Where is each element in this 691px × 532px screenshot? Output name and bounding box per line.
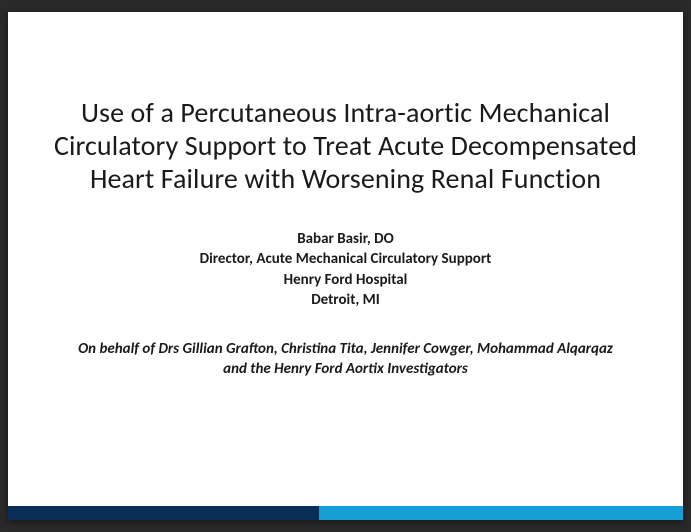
behalf-line-1: On behalf of Drs Gillian Grafton, Christ… — [78, 340, 613, 360]
accent-bar-right — [319, 506, 684, 520]
presenter-location: Detroit, MI — [200, 290, 492, 310]
accent-bar-left — [8, 506, 319, 520]
presenter-role: Director, Acute Mechanical Circulatory S… — [200, 249, 492, 269]
presenter-name: Babar Basir, DO — [200, 229, 492, 249]
presenter-block: Babar Basir, DO Director, Acute Mechanic… — [200, 229, 492, 310]
title-line-1: Use of a Percutaneous Intra-aortic Mecha… — [16, 96, 675, 129]
slide-frame: Use of a Percutaneous Intra-aortic Mecha… — [8, 12, 683, 520]
accent-bar — [8, 506, 683, 520]
behalf-block: On behalf of Drs Gillian Grafton, Christ… — [48, 340, 643, 379]
behalf-line-2: and the Henry Ford Aortix Investigators — [78, 360, 613, 380]
title-line-3: Heart Failure with Worsening Renal Funct… — [16, 162, 675, 195]
slide-title: Use of a Percutaneous Intra-aortic Mecha… — [16, 96, 675, 195]
title-line-2: Circulatory Support to Treat Acute Decom… — [16, 129, 675, 162]
slide-content: Use of a Percutaneous Intra-aortic Mecha… — [8, 12, 683, 520]
presenter-institution: Henry Ford Hospital — [200, 270, 492, 290]
